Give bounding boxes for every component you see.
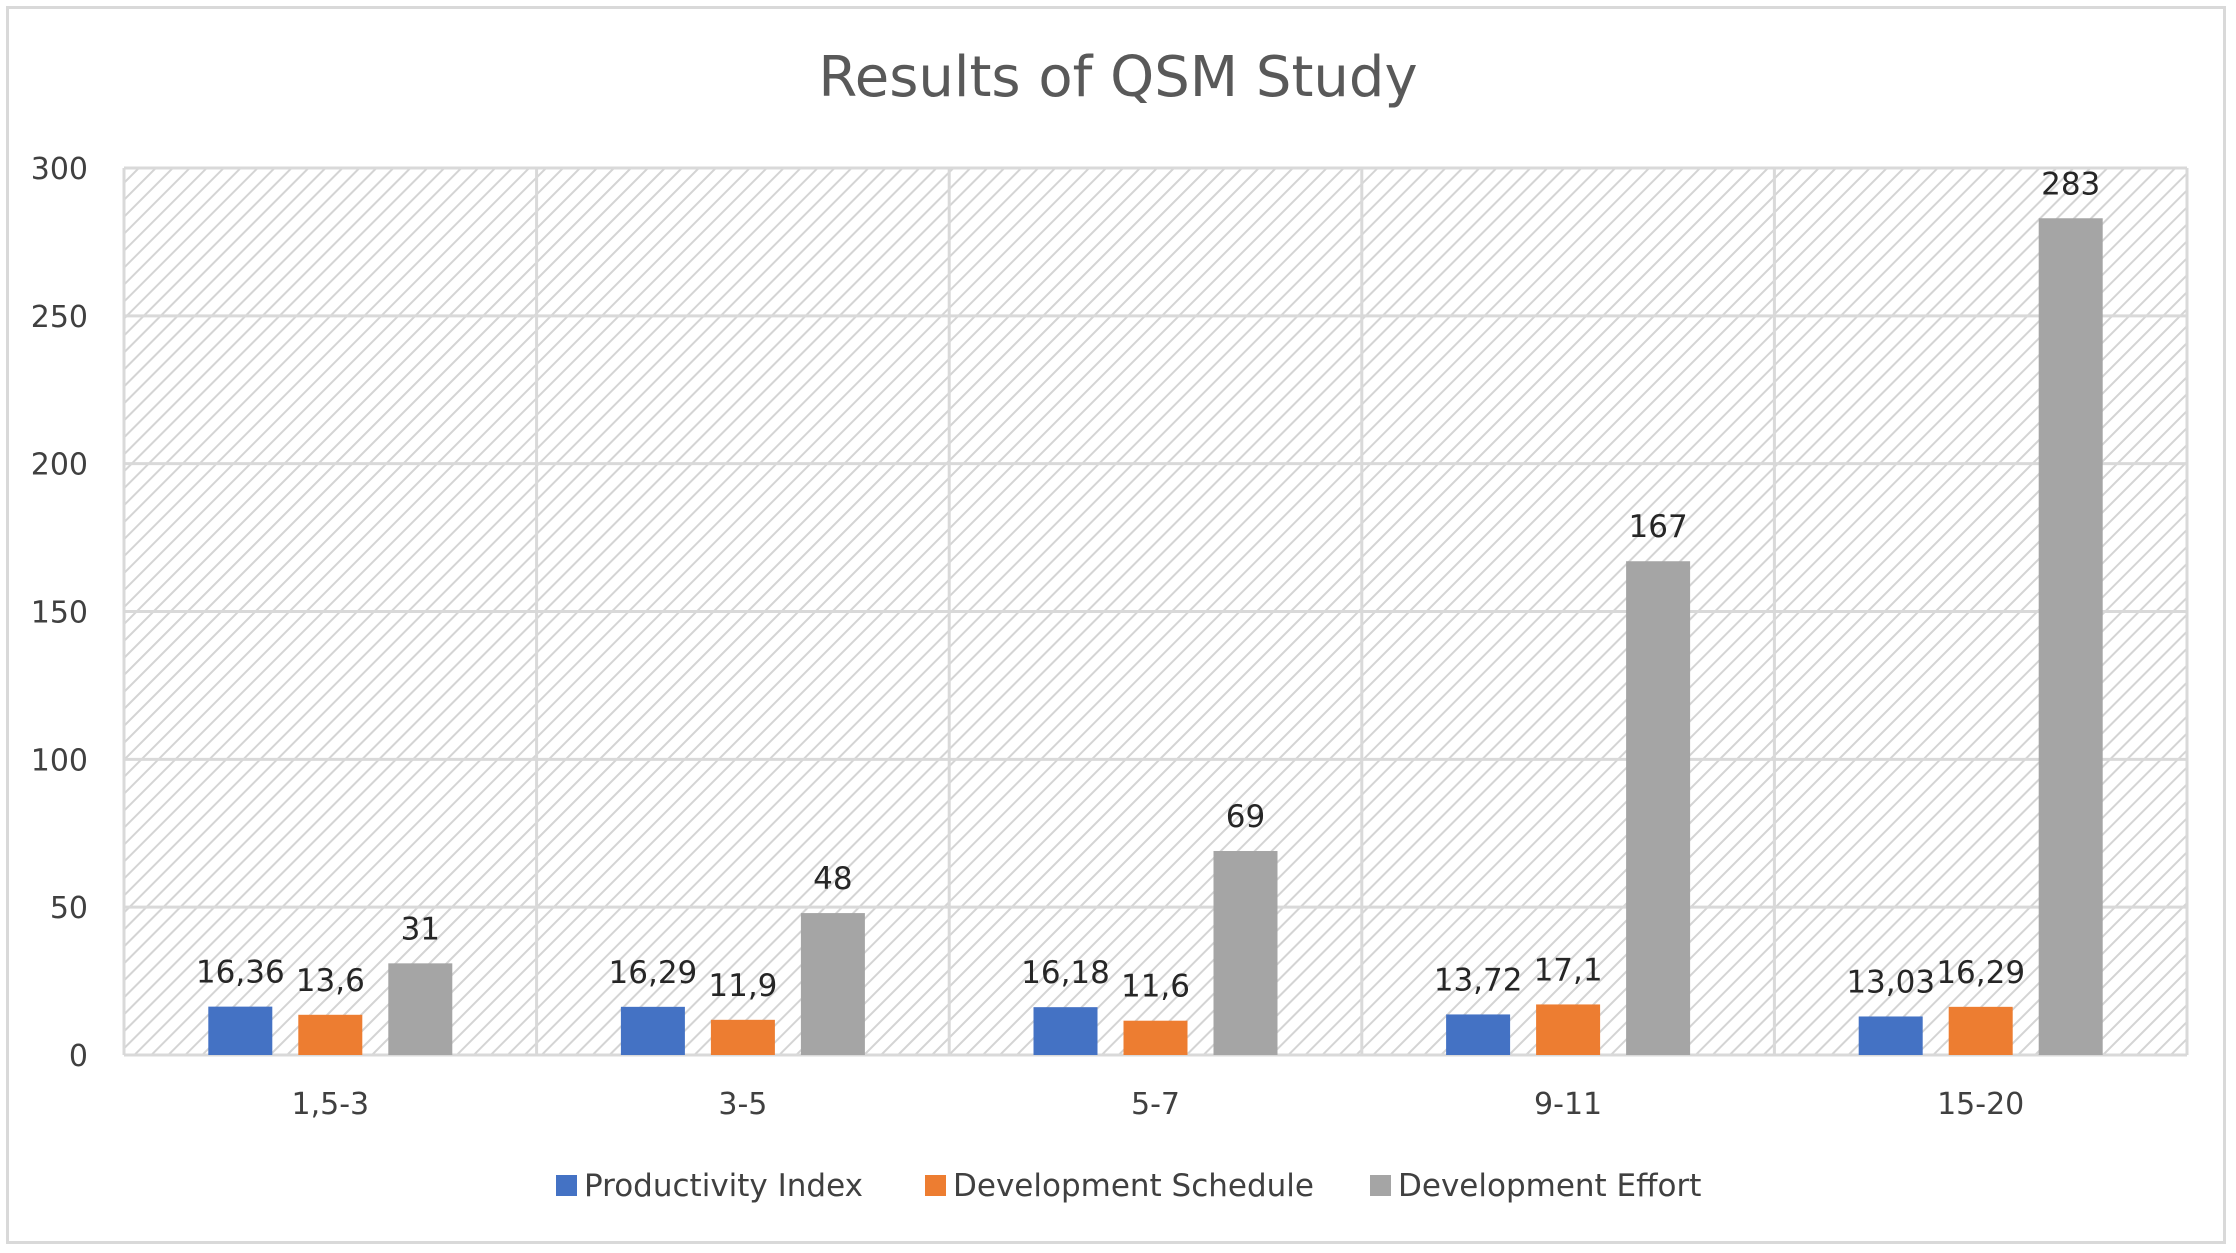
y-axis-ticks: 0 50 100 150 200 250 300 <box>31 152 88 1074</box>
y-tick-label: 300 <box>31 152 88 187</box>
legend-label: Development Effort <box>1398 1168 1701 1204</box>
x-tick-label: 9-11 <box>1534 1087 1602 1122</box>
bar <box>208 1006 273 1055</box>
y-tick-label: 100 <box>31 743 88 778</box>
data-label: 13,6 <box>296 963 365 999</box>
y-tick-label: 150 <box>31 596 88 631</box>
y-tick-label: 50 <box>50 891 88 926</box>
x-tick-label: 1,5-3 <box>291 1087 369 1122</box>
data-label: 283 <box>2041 166 2100 202</box>
bars <box>208 218 2103 1056</box>
x-tick-label: 3-5 <box>718 1087 767 1122</box>
data-label: 16,18 <box>1021 955 1110 991</box>
x-tick-label: 15-20 <box>1937 1087 2024 1122</box>
bar <box>1626 561 1691 1055</box>
y-tick-label: 200 <box>31 448 88 483</box>
bar <box>620 1006 685 1055</box>
bar <box>1536 1004 1601 1055</box>
data-label: 48 <box>813 861 852 897</box>
data-label: 17,1 <box>1534 952 1603 988</box>
data-label: 13,72 <box>1434 962 1523 998</box>
data-label: 31 <box>401 911 440 947</box>
x-tick-label: 5-7 <box>1131 1087 1180 1122</box>
data-label: 167 <box>1629 509 1688 545</box>
x-axis-ticks: 1,5-3 3-5 5-7 9-11 15-20 <box>291 1087 2024 1122</box>
data-label: 13,03 <box>1846 964 1935 1000</box>
data-label: 16,29 <box>1936 955 2025 991</box>
bar <box>1123 1020 1188 1055</box>
data-label: 11,6 <box>1121 969 1190 1005</box>
legend-label: Productivity Index <box>584 1168 863 1204</box>
data-label: 11,9 <box>708 968 777 1004</box>
data-label: 69 <box>1226 799 1265 835</box>
bar <box>298 1014 363 1055</box>
bar <box>710 1019 775 1055</box>
gridlines <box>122 166 2189 1057</box>
bar <box>1213 850 1278 1055</box>
legend: Productivity Index Development Schedule De… <box>556 1168 1701 1204</box>
y-tick-label: 0 <box>69 1039 88 1074</box>
data-label: 16,29 <box>609 955 698 991</box>
data-labels: 16,36 13,6 31 16,29 11,9 48 16,18 11,6 69 13,72 17… <box>196 166 2100 1004</box>
legend-swatch <box>1370 1175 1391 1196</box>
y-tick-label: 250 <box>31 300 88 335</box>
bar <box>1446 1014 1511 1055</box>
data-label: 16,36 <box>196 955 285 991</box>
bar <box>800 913 865 1055</box>
chart-title: Results of QSM Study <box>818 45 1417 110</box>
bar <box>1033 1007 1098 1055</box>
bar <box>1858 1016 1923 1055</box>
bar <box>388 963 453 1055</box>
legend-swatch <box>925 1175 946 1196</box>
legend-label: Development Schedule <box>953 1168 1314 1204</box>
bar <box>2038 218 2103 1056</box>
legend-swatch <box>556 1175 577 1196</box>
bar <box>1948 1006 2013 1055</box>
